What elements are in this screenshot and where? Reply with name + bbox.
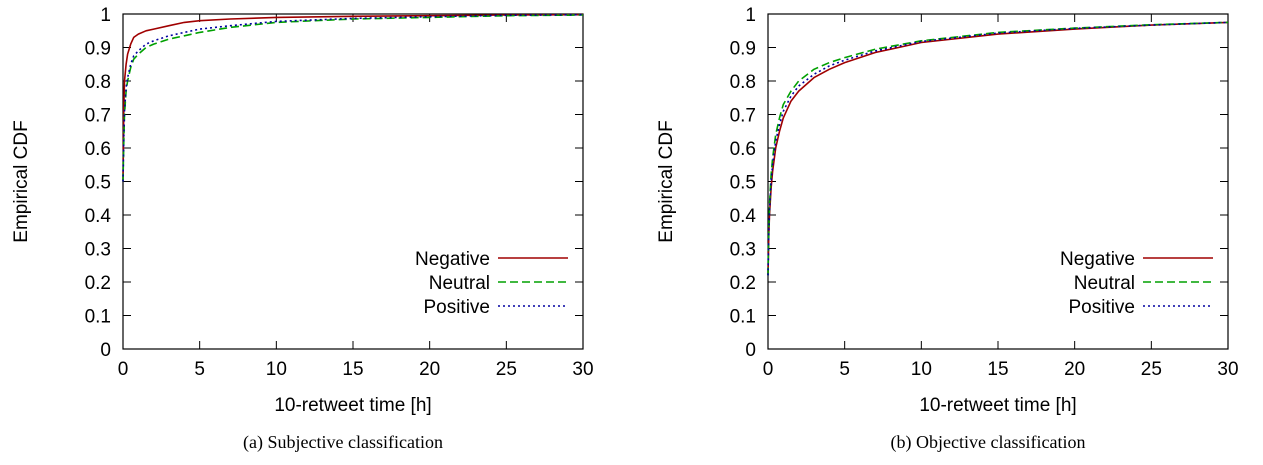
y-tick-label: 0.2 [730, 273, 756, 294]
y-tick-label: 0.1 [85, 307, 111, 328]
legend-label-neutral: Neutral [1074, 273, 1135, 294]
y-tick-label: 0.6 [85, 139, 111, 160]
plot-frame [122, 13, 584, 350]
series-line-neutral [122, 14, 584, 182]
x-tick-label: 20 [1064, 359, 1085, 380]
legend-label-negative: Negative [415, 249, 490, 270]
y-tick-label: 0.9 [730, 39, 756, 60]
y-tick-label: 0.8 [730, 72, 756, 93]
y-tick-label: 1 [745, 5, 756, 26]
plot-frame [767, 13, 1229, 350]
series-line-positive [767, 21, 1229, 276]
chart-panel-1: 0 5 10 15 20 25 30 0 0.1 0.2 0.3 0.4 0.5 0.6 0.7 0.8 0.9… [656, 5, 1239, 453]
y-tick-label: 0.4 [730, 206, 757, 227]
legend-label-positive: Positive [1068, 297, 1135, 318]
x-axis-label: 10-retweet time [h] [919, 395, 1076, 416]
x-tick-label: 30 [572, 359, 593, 380]
x-tick-label: 25 [496, 359, 517, 380]
x-tick-label: 0 [763, 359, 774, 380]
x-tick-label: 20 [419, 359, 440, 380]
y-tick-label: 0.3 [730, 240, 756, 261]
series-line-positive [122, 13, 584, 182]
legend-label-negative: Negative [1060, 249, 1135, 270]
y-tick-label: 0.6 [730, 139, 756, 160]
x-tick-label: 5 [839, 359, 850, 380]
series-line-negative [122, 13, 584, 182]
y-tick-label: 0.7 [85, 106, 111, 127]
y-tick-label: 0 [100, 340, 111, 361]
y-axis-label: Empirical CDF [656, 120, 677, 242]
x-tick-label: 15 [987, 359, 1008, 380]
y-tick-label: 0.9 [85, 39, 111, 60]
y-tick-label: 1 [100, 5, 111, 26]
y-tick-label: 0.2 [85, 273, 111, 294]
x-tick-label: 25 [1141, 359, 1162, 380]
y-tick-label: 0.1 [730, 307, 756, 328]
y-tick-label: 0.3 [85, 240, 111, 261]
x-axis-label: 10-retweet time [h] [274, 395, 431, 416]
y-tick-label: 0.5 [85, 173, 111, 194]
series-line-neutral [767, 21, 1229, 276]
y-tick-label: 0.7 [730, 106, 756, 127]
y-tick-label: 0.4 [85, 206, 112, 227]
x-tick-label: 5 [194, 359, 205, 380]
x-tick-label: 10 [266, 359, 287, 380]
panel-caption: (b) Objective classification [891, 432, 1086, 453]
chart-panel-0: 0 5 10 15 20 25 30 0 0.1 0.2 0.3 0.4 0.5 0.6 0.7 0.8 0.9… [11, 5, 594, 453]
legend-label-neutral: Neutral [429, 273, 490, 294]
x-tick-label: 0 [118, 359, 129, 380]
y-tick-label: 0.8 [85, 72, 111, 93]
legend-label-positive: Positive [423, 297, 490, 318]
y-axis-label: Empirical CDF [11, 120, 32, 242]
y-tick-label: 0 [745, 340, 756, 361]
x-tick-label: 15 [342, 359, 363, 380]
panel-caption: (a) Subjective classification [243, 432, 443, 453]
y-tick-label: 0.5 [730, 173, 756, 194]
x-tick-label: 30 [1217, 359, 1238, 380]
x-tick-label: 10 [911, 359, 932, 380]
